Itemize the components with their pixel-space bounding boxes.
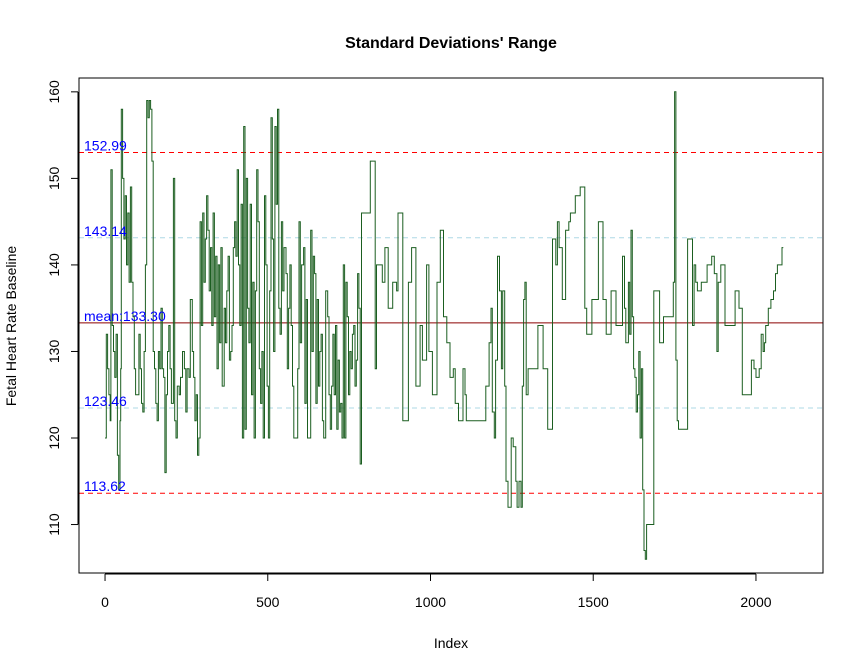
reference-label-mean: mean:133.30 xyxy=(84,308,166,324)
series-line xyxy=(105,91,784,560)
reference-label-plus-1sd: 143.14 xyxy=(84,223,127,239)
x-tick-label: 0 xyxy=(101,594,109,610)
y-tick-label: 110 xyxy=(46,513,62,536)
x-axis: 0 500 1000 1500 2000 xyxy=(101,573,772,610)
x-tick-label: 2000 xyxy=(740,594,771,610)
reference-label-plus-2sd: 152.99 xyxy=(84,138,127,154)
x-tick-label: 1500 xyxy=(578,594,609,610)
y-tick-label: 160 xyxy=(46,80,62,104)
plot-frame xyxy=(78,77,824,574)
reference-label-minus-2sd: 113.62 xyxy=(84,478,126,494)
y-tick-label: 130 xyxy=(46,340,62,364)
x-tick-label: 500 xyxy=(256,594,280,610)
x-tick-label: 1000 xyxy=(415,594,446,610)
y-axis: 110 120 130 140 150 160 xyxy=(46,80,79,536)
series-layer xyxy=(105,91,784,560)
y-tick-label: 140 xyxy=(46,253,62,277)
chart-title: Standard Deviations' Range xyxy=(345,35,557,52)
y-axis-label: Fetal Heart Rate Baseline xyxy=(3,246,19,407)
x-axis-label: Index xyxy=(434,635,468,651)
reference-labels: 152.99 143.14 mean:133.30 123.46 113.62 xyxy=(84,138,166,495)
y-tick-label: 150 xyxy=(46,166,62,190)
reference-label-minus-1sd: 123.46 xyxy=(84,393,127,409)
y-tick-label: 120 xyxy=(46,426,62,450)
